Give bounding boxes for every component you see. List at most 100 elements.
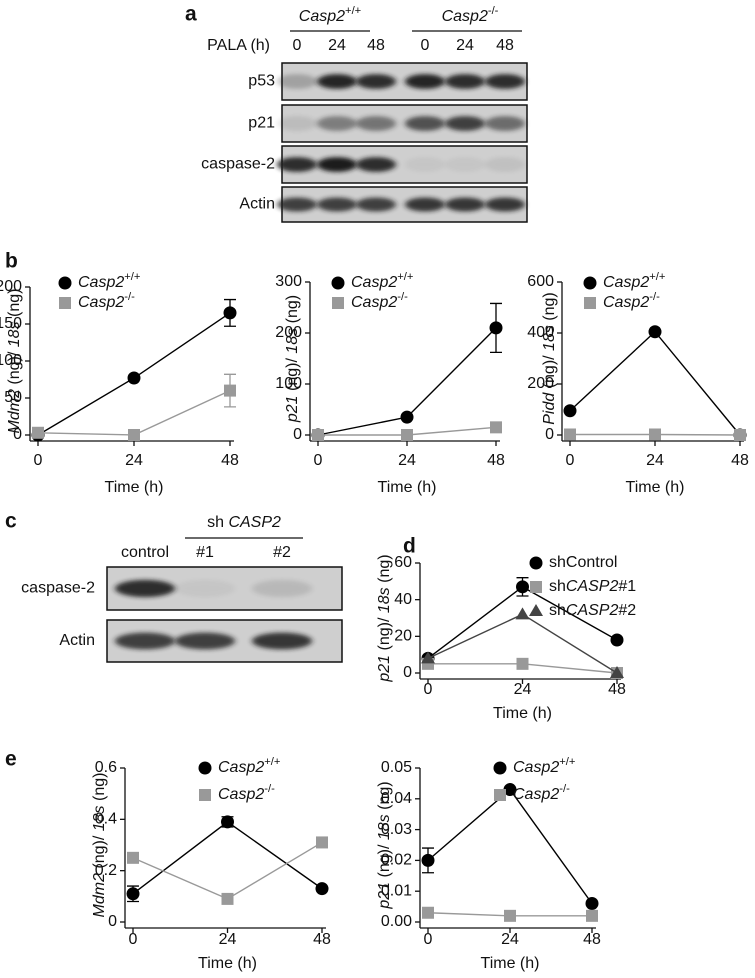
legend-marker [529,604,543,616]
legend-marker [332,297,344,309]
data-point [401,429,413,441]
y-tick-label: 100 [0,352,22,369]
blot-band [317,157,357,172]
legend-marker [529,556,543,570]
lane-label: 48 [496,37,514,54]
data-point [127,371,141,385]
legend-label: Casp2-/- [603,291,660,311]
blot-band [445,157,485,172]
legend-label: Casp2+/+ [218,756,280,776]
y-tick-label: 0.02 [381,852,412,869]
y-tick-label: 300 [275,273,302,290]
legend-marker [493,761,507,775]
data-point [221,815,234,829]
y-tick-label: 0.2 [95,862,117,879]
blot-band [485,157,525,172]
data-point [734,429,746,441]
legend-label: Casp2+/+ [78,271,140,291]
series-line [37,389,231,436]
data-point [515,607,530,620]
row-label: Actin [59,632,95,649]
blot-band [277,116,317,131]
data-point [649,428,661,441]
y-tick-label: 600 [527,273,554,290]
y-tick-label: 0.6 [95,759,117,776]
y-axis-label: p21 (ng)/ 18s (ng) [376,781,393,909]
blot-band [356,157,396,172]
treatment-label: PALA (h) [207,37,270,54]
data-point [648,325,662,339]
panel-letter: c [5,510,17,533]
row-label: p53 [248,73,275,90]
blot-band [445,116,485,131]
data-point [564,428,576,441]
data-point [126,887,140,901]
data-point [316,836,328,849]
y-axis-label: Mdm2 (ng)/ 18s (ng) [91,773,108,918]
legend-label: Casp2-/- [218,783,275,803]
blot-band [175,632,235,650]
y-tick-label: 50 [4,389,22,406]
x-axis-label: Time (h) [105,479,164,496]
lane-label: #2 [273,544,291,561]
lane-label: #1 [196,544,214,561]
y-axis-label: Mdm2 (ng)/ 18s (ng) [6,289,23,434]
y-tick-label: 200 [0,278,22,295]
y-tick-label: 0.01 [381,882,412,899]
legend-marker [59,297,71,309]
data-point [516,657,529,670]
x-tick-label: 48 [731,452,749,469]
data-point [315,882,329,896]
blot-band [317,74,357,89]
legend-marker [199,789,211,801]
legend-label: Casp2-/- [78,291,135,311]
blot-band [277,157,317,172]
row-label: caspase-2 [201,156,275,173]
x-tick-label: 0 [314,452,323,469]
y-tick-label: 0 [403,664,412,681]
y-tick-label: 0.05 [381,759,412,776]
blot-band [445,197,485,212]
blot-band [115,632,175,650]
data-point [563,404,577,418]
blot-band [485,74,525,89]
x-tick-label: 24 [646,452,664,469]
y-tick-label: 100 [275,375,302,392]
data-point [224,384,236,397]
row-label: caspase-2 [21,580,95,597]
series-line [132,821,323,895]
legend-label: Casp2+/+ [513,756,575,776]
y-tick-label: 400 [527,324,554,341]
blot-band [277,74,317,89]
y-tick-label: 0.03 [381,821,412,838]
series-line [427,585,618,659]
group-label: sh CASP2 [207,514,281,531]
data-point [221,892,234,905]
legend-marker [494,789,506,801]
series-line [569,330,741,436]
x-axis-label: Time (h) [198,955,257,972]
legend-marker [583,276,597,290]
blot-band [356,74,396,89]
data-point [504,909,516,922]
data-point [610,666,624,678]
lane-label: 0 [421,37,430,54]
y-tick-label: 0.4 [95,811,117,828]
y-tick-label: 0 [293,426,302,443]
legend-label: Casp2-/- [351,291,408,311]
lane-label: 24 [328,37,346,54]
legend-marker [58,276,72,290]
x-tick-label: 0 [424,681,433,698]
y-tick-label: 150 [0,315,22,332]
legend-label: Casp2+/+ [351,271,413,291]
data-point [422,906,434,919]
y-tick-label: 0 [545,426,554,443]
y-tick-label: 0.04 [381,790,412,807]
lane-label: 0 [293,37,302,54]
blot-band [356,197,396,212]
legend-label: shCASP2#2 [549,602,636,619]
y-tick-label: 60 [394,554,412,571]
blot-band [252,632,312,650]
blot-band [317,116,357,131]
